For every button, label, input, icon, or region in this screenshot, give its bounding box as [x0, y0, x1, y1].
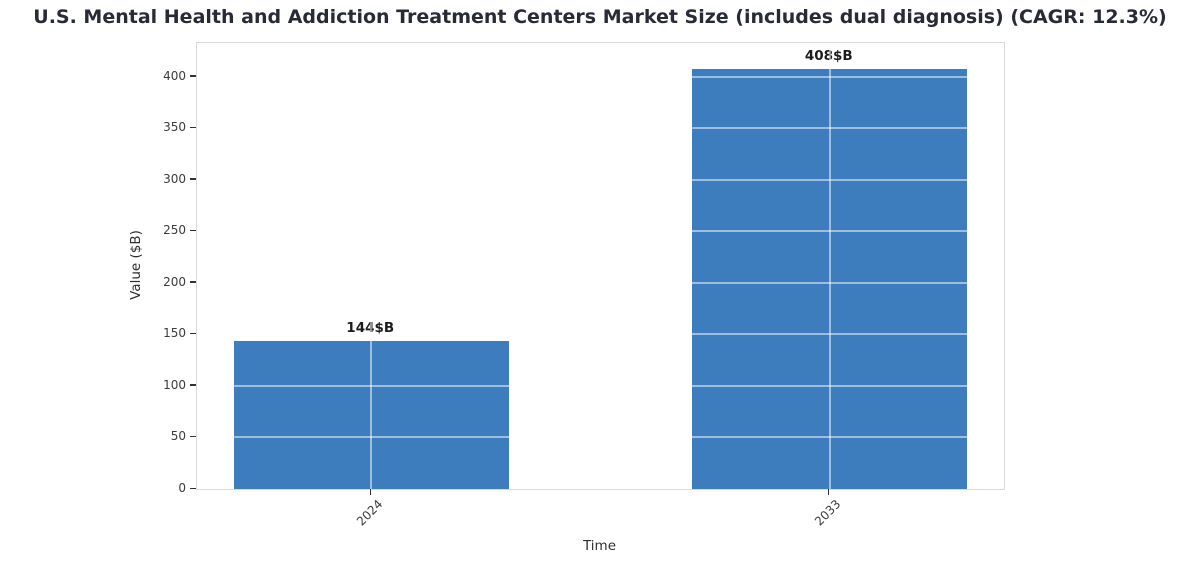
- y-tick-mark: [190, 229, 196, 232]
- y-tick-mark: [190, 384, 196, 386]
- plot-area: [196, 42, 1005, 490]
- x-gridline: [828, 43, 831, 489]
- y-tick-mark: [190, 435, 196, 438]
- x-axis-label: Time: [582, 538, 617, 554]
- y-gridline: [197, 75, 1004, 78]
- y-tick-label: 400: [163, 68, 186, 83]
- y-tick-label: 200: [163, 274, 186, 289]
- chart-title: U.S. Mental Health and Addiction Treatme…: [33, 6, 1167, 28]
- y-gridline: [197, 436, 1004, 439]
- y-tick-label: 100: [163, 377, 186, 392]
- y-gridline: [197, 384, 1004, 387]
- x-gridline: [370, 43, 373, 489]
- y-tick-mark: [190, 75, 196, 77]
- y-tick-label: 300: [163, 171, 186, 186]
- y-tick-mark: [190, 126, 196, 129]
- y-tick-label: 50: [170, 429, 186, 444]
- y-tick-label: 150: [163, 326, 186, 341]
- y-gridline: [197, 178, 1004, 181]
- y-tick-mark: [190, 487, 196, 489]
- y-gridline: [197, 230, 1004, 233]
- x-tick-mark: [369, 489, 371, 495]
- y-tick-label: 250: [163, 223, 186, 238]
- y-tick-label: 0: [178, 481, 186, 495]
- x-tick-mark: [828, 489, 830, 495]
- y-tick-mark: [190, 332, 196, 335]
- x-tick-label: 2024: [353, 497, 386, 529]
- y-gridline: [197, 333, 1004, 336]
- y-tick-mark: [190, 178, 196, 180]
- y-tick-mark: [190, 281, 196, 283]
- y-gridline: [197, 127, 1004, 130]
- y-gridline: [197, 281, 1004, 284]
- x-tick-label: 2033: [812, 497, 844, 529]
- y-tick-label: 350: [163, 120, 186, 135]
